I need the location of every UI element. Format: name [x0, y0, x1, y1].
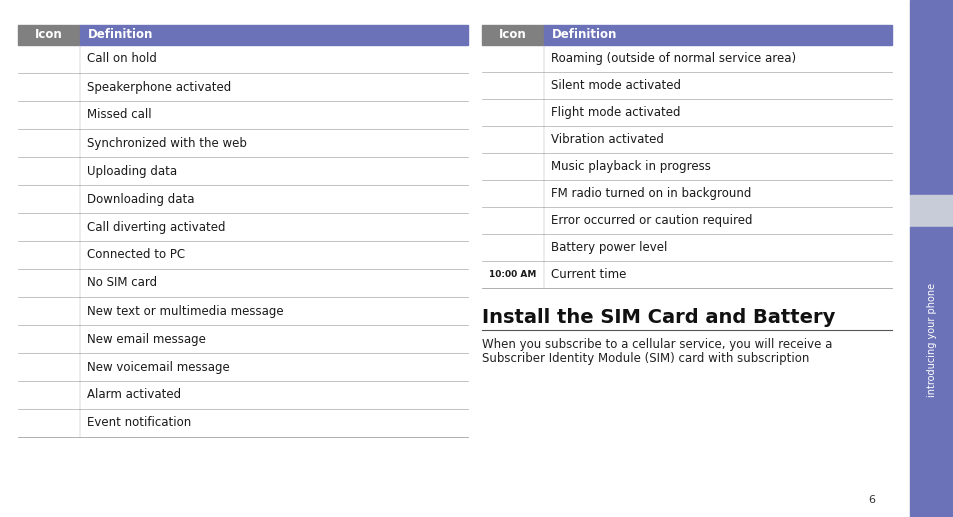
Text: Call diverting activated: Call diverting activated: [87, 220, 225, 234]
Bar: [481, 180, 891, 207]
Bar: [18, 185, 468, 213]
Bar: [18, 25, 80, 45]
Bar: [481, 261, 891, 288]
Bar: [18, 325, 468, 353]
Bar: [18, 129, 468, 157]
Text: Downloading data: Downloading data: [87, 192, 194, 205]
Text: Definition: Definition: [88, 28, 153, 41]
Bar: [481, 45, 891, 72]
Text: Error occurred or caution required: Error occurred or caution required: [551, 214, 752, 227]
Bar: [481, 72, 891, 99]
Text: Vibration activated: Vibration activated: [551, 133, 663, 146]
Text: When you subscribe to a cellular service, you will receive a: When you subscribe to a cellular service…: [481, 338, 832, 351]
Bar: [18, 297, 468, 325]
Text: No SIM card: No SIM card: [87, 277, 157, 290]
Bar: [18, 269, 468, 297]
Text: introducing your phone: introducing your phone: [926, 283, 936, 397]
Bar: [18, 73, 468, 101]
Bar: [481, 25, 543, 45]
Text: New voicemail message: New voicemail message: [87, 360, 230, 373]
Text: Missed call: Missed call: [87, 109, 152, 121]
Bar: [18, 241, 468, 269]
Text: Subscriber Identity Module (SIM) card with subscription: Subscriber Identity Module (SIM) card wi…: [481, 352, 808, 365]
Text: Call on hold: Call on hold: [87, 53, 156, 66]
Text: FM radio turned on in background: FM radio turned on in background: [551, 187, 751, 200]
Text: Install the SIM Card and Battery: Install the SIM Card and Battery: [481, 308, 835, 327]
Bar: [909, 227, 953, 517]
Text: Connected to PC: Connected to PC: [87, 249, 185, 262]
Text: New email message: New email message: [87, 332, 206, 345]
Bar: [18, 353, 468, 381]
Bar: [481, 99, 891, 126]
Text: Current time: Current time: [551, 268, 626, 281]
Bar: [481, 234, 891, 261]
Text: Definition: Definition: [552, 28, 617, 41]
Text: Music playback in progress: Music playback in progress: [551, 160, 710, 173]
Text: Icon: Icon: [35, 28, 63, 41]
Bar: [80, 25, 468, 45]
Bar: [18, 409, 468, 437]
Bar: [18, 45, 468, 73]
Bar: [18, 101, 468, 129]
Bar: [18, 213, 468, 241]
Text: Icon: Icon: [498, 28, 526, 41]
Bar: [18, 381, 468, 409]
Text: Flight mode activated: Flight mode activated: [551, 106, 679, 119]
Bar: [18, 157, 468, 185]
Text: 10:00 AM: 10:00 AM: [489, 270, 537, 279]
Text: Uploading data: Uploading data: [87, 164, 177, 177]
Bar: [481, 126, 891, 153]
Text: Silent mode activated: Silent mode activated: [551, 79, 680, 92]
Bar: [481, 153, 891, 180]
Text: Alarm activated: Alarm activated: [87, 388, 181, 402]
Text: Battery power level: Battery power level: [551, 241, 667, 254]
Text: New text or multimedia message: New text or multimedia message: [87, 305, 283, 317]
Bar: [543, 25, 891, 45]
Bar: [481, 207, 891, 234]
Text: Speakerphone activated: Speakerphone activated: [87, 81, 231, 94]
Bar: [909, 195, 953, 227]
Bar: [909, 0, 953, 195]
Text: Synchronized with the web: Synchronized with the web: [87, 136, 247, 149]
Text: Event notification: Event notification: [87, 417, 191, 430]
Text: Roaming (outside of normal service area): Roaming (outside of normal service area): [551, 52, 796, 65]
Text: 6: 6: [867, 495, 874, 505]
